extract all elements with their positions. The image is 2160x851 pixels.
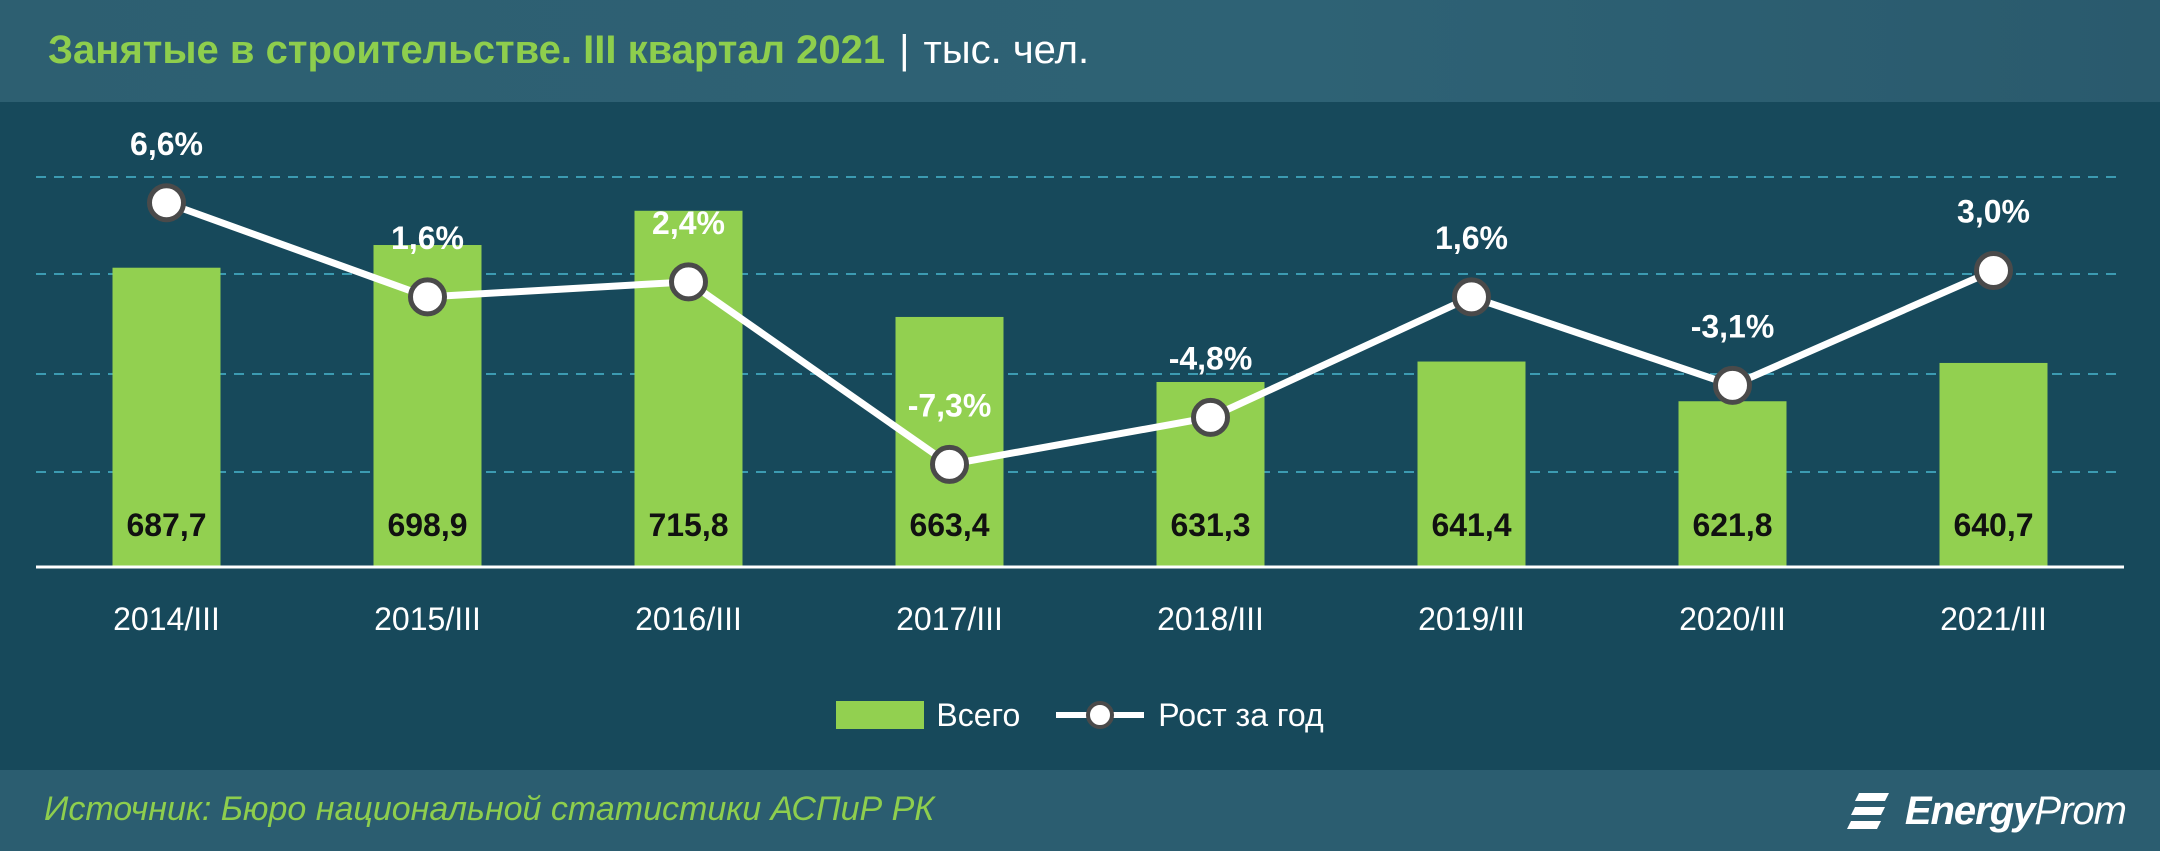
chart-legend: Всего Рост за год — [0, 690, 2160, 740]
x-tick-label: 2018/III — [1157, 601, 1264, 637]
bar-total — [1678, 401, 1787, 567]
bar-value-label: 715,8 — [648, 507, 728, 543]
growth-point — [1191, 397, 1230, 437]
energyprom-logo-icon — [1846, 793, 1889, 829]
growth-point — [1452, 277, 1491, 317]
bar-total — [1417, 361, 1526, 567]
growth-point — [408, 277, 447, 317]
legend-label-growth: Рост за год — [1158, 696, 1324, 733]
plot-area: 687,7 698,9 715,8 663,4 631,3 641,4 621,8 640,7… — [0, 102, 2160, 770]
x-tick-label: 2015/III — [374, 601, 481, 637]
title-unit: тыс. чел. — [923, 28, 1090, 72]
growth-value-label: 1,6% — [1435, 220, 1508, 256]
growth-point — [147, 183, 186, 223]
x-tick-label: 2014/III — [113, 601, 220, 637]
growth-value-label: -3,1% — [1691, 308, 1775, 344]
growth-value-label: 2,4% — [652, 205, 725, 241]
growth-value-label: 6,6% — [130, 126, 203, 162]
bar-total — [1939, 362, 2048, 567]
growth-value-label: 3,0% — [1957, 194, 2030, 230]
bar-value-label: 631,3 — [1170, 507, 1250, 543]
growth-point — [669, 262, 708, 302]
title-separator: | — [899, 28, 910, 72]
growth-point — [1974, 251, 2013, 291]
growth-value-label: 1,6% — [391, 220, 464, 256]
growth-point — [1713, 365, 1752, 405]
bar-value-label: 663,4 — [909, 507, 989, 543]
combo-chart: 687,7 698,9 715,8 663,4 631,3 641,4 621,8 640,7… — [36, 126, 2124, 637]
legend-line-swatch — [1056, 701, 1145, 729]
chart-title: Занятые в строительстве. III квартал 202… — [48, 28, 1089, 73]
logo-text: EnergyProm — [1904, 788, 2127, 833]
bar-value-label: 621,8 — [1692, 507, 1772, 543]
growth-value-label: -7,3% — [908, 387, 992, 423]
chart-header: Занятые в строительстве. III квартал 202… — [0, 0, 2160, 102]
title-text: Занятые в строительстве. III квартал 202… — [48, 28, 886, 72]
legend-item-growth: Рост за год — [1054, 696, 1324, 734]
x-tick-label: 2016/III — [635, 601, 742, 637]
growth-line — [165, 199, 1995, 468]
legend-bar-swatch — [836, 701, 925, 729]
bar-value-label: 687,7 — [126, 507, 206, 543]
x-tick-label: 2017/III — [896, 601, 1003, 637]
x-tick-label: 2021/III — [1940, 601, 2047, 637]
legend-item-total: Всего — [836, 697, 1020, 734]
bar-value-label: 640,7 — [1953, 507, 2033, 543]
bar-total — [112, 267, 221, 567]
growth-point — [930, 444, 969, 484]
brand-logo: EnergyProm — [1845, 783, 2127, 839]
legend-label-total: Всего — [936, 696, 1021, 733]
bar-value-label: 698,9 — [387, 507, 467, 543]
bar-value-label: 641,4 — [1431, 507, 1511, 543]
chart-footer: Источник: Бюро национальной статистики А… — [0, 770, 2160, 851]
source-note: Источник: Бюро национальной статистики А… — [44, 790, 935, 828]
growth-value-label: -4,8% — [1169, 340, 1253, 376]
x-tick-label: 2019/III — [1418, 601, 1525, 637]
x-tick-label: 2020/III — [1679, 601, 1786, 637]
